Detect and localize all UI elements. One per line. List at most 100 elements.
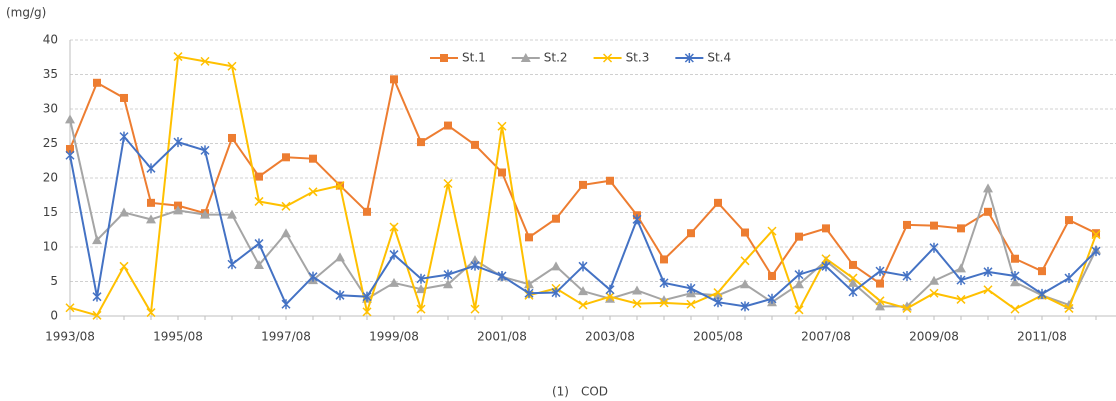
marker [659,277,669,288]
marker [1091,246,1101,257]
marker [929,242,939,253]
marker [605,284,615,295]
marker [498,168,506,177]
marker [552,214,560,223]
marker [390,75,398,84]
marker [632,299,642,309]
y-tick-label: 10 [43,240,58,254]
marker [740,279,750,289]
y-axis-unit: (mg/g) [6,6,46,20]
marker [714,198,722,207]
x-tick-label: 2007/08 [801,330,851,344]
marker [281,299,291,310]
y-tick-label: 35 [43,67,58,81]
marker [876,279,884,288]
marker [389,277,399,287]
marker [254,196,264,206]
marker [821,254,831,264]
legend-marker [603,53,613,63]
marker [875,301,885,311]
marker [578,300,588,310]
marker [146,163,156,174]
marker [443,178,453,189]
marker [146,214,156,224]
marker [443,279,453,289]
marker [579,180,587,189]
marker [254,238,264,249]
marker [444,121,452,130]
marker [551,261,561,271]
marker [335,290,345,301]
marker [525,233,533,242]
marker [929,288,939,298]
marker [687,229,695,238]
x-tick-label: 1993/08 [45,330,95,344]
marker [983,285,993,295]
marker [551,287,561,298]
marker [740,256,750,266]
marker [930,221,938,230]
x-tick-label: 2001/08 [477,330,527,344]
marker [470,260,480,271]
marker [767,293,777,304]
marker [66,145,74,154]
marker [363,207,371,216]
marker [957,224,965,233]
marker [173,137,183,148]
marker [200,209,210,219]
marker [65,303,75,313]
legend-marker [684,53,694,63]
marker [120,93,128,102]
marker [660,255,668,264]
x-tick-label: 2009/08 [909,330,959,344]
marker [146,308,156,318]
marker [606,176,614,185]
marker [471,140,479,149]
marker [821,261,831,272]
marker [983,183,993,193]
x-tick-label: 2003/08 [585,330,635,344]
marker [956,263,966,273]
marker [875,296,885,306]
marker [470,255,480,265]
marker [740,301,750,312]
marker [902,303,912,313]
marker [848,277,858,287]
marker [605,292,615,302]
legend-label: St.4 [707,51,731,65]
marker [65,150,75,161]
legend-marker [520,53,531,62]
marker [524,279,534,289]
marker [713,288,723,298]
marker [200,145,210,156]
marker [92,291,102,302]
marker [686,283,696,294]
marker [389,222,399,232]
marker [1010,304,1020,314]
marker [875,266,885,277]
marker [119,207,129,217]
marker [1038,267,1046,276]
marker [741,228,749,237]
marker [794,279,804,289]
marker [767,226,777,236]
marker [632,214,642,225]
marker [200,56,210,66]
marker [281,201,291,211]
marker [443,269,453,280]
marker [92,310,102,320]
marker [659,295,669,305]
marker [173,52,183,62]
x-tick-label: 1995/08 [153,330,203,344]
legend-label: St.1 [462,51,486,65]
marker [65,114,75,124]
marker [794,305,804,315]
marker [93,78,101,87]
marker [308,271,318,282]
y-tick-label: 40 [43,33,58,47]
marker [768,271,776,280]
marker [147,198,155,207]
marker [686,299,696,309]
marker [983,266,993,277]
